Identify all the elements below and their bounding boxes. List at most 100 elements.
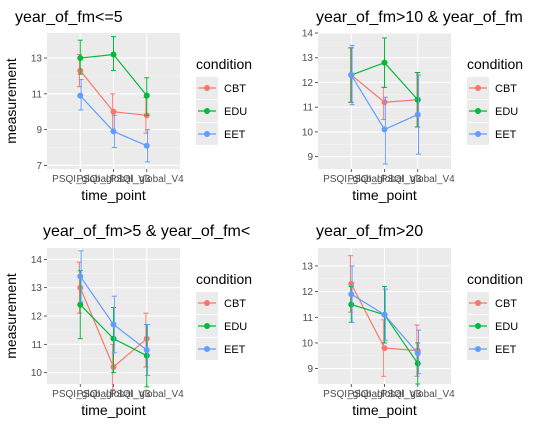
facet-panel-3: 10 11 12 13 14 PSQI_globalPSQI_global_V3PSQI_… (3, 223, 252, 418)
legend-key-point (204, 300, 210, 306)
x-tick-label: PSQI_global_V3 (77, 389, 151, 400)
x-tick-label: PSQI_global_V3 (348, 174, 422, 185)
series-eet (348, 265, 422, 375)
x-tick-label: PSQI_global_V4 (381, 389, 455, 400)
x-axis-label: time_point (352, 187, 417, 203)
legend-key-point (475, 131, 481, 137)
y-tick-label: 14 (31, 255, 43, 266)
data-point (381, 126, 388, 133)
x-axis-label: time_point (81, 187, 146, 203)
y-tick-label: 12 (302, 287, 314, 298)
facet-panel-4: 9 10 11 12 13 PSQI_globalPSQI_global_V3PSQI_g… (302, 223, 523, 418)
y-tick-label: 11 (303, 103, 314, 114)
legend-key-point (204, 85, 210, 91)
y-axis-label: measurement (3, 58, 19, 144)
legend-item-label: EET (224, 344, 246, 356)
data-point (143, 142, 150, 149)
legend-title: condition (467, 56, 523, 72)
data-point (381, 99, 388, 106)
y-tick-label: 10 (302, 127, 314, 138)
y-tick-label: 10 (302, 338, 314, 349)
legend-item-label: CBT (224, 83, 246, 95)
panel-title: year_of_fm<=5 (15, 9, 123, 26)
legend-key-point (475, 85, 481, 91)
legend-key-point (204, 323, 210, 329)
legend-key-point (475, 300, 481, 306)
facet-panel-2: 9 10 11 12 13 14 PSQI_globalPSQI_global_V3PSQI… (302, 9, 523, 203)
data-point (143, 92, 150, 99)
y-tick-label: 7 (36, 161, 42, 172)
x-tick-label: PSQI_global_V4 (381, 174, 455, 185)
y-tick-label: 11 (32, 340, 43, 351)
legend-item-label: CBT (224, 298, 246, 310)
data-point (381, 311, 388, 318)
legend: condition CBT EDU EET (196, 271, 252, 360)
legend-item-label: CBT (495, 83, 517, 95)
x-tick-label: PSQI_global (52, 389, 108, 400)
y-tick-label: 14 (302, 29, 314, 40)
data-point (110, 128, 117, 135)
data-point (77, 273, 84, 280)
data-point (414, 360, 421, 367)
legend-item-label: EDU (495, 106, 518, 118)
legend-title: condition (467, 271, 523, 287)
x-tick-label: PSQI_global_V4 (110, 389, 184, 400)
y-tick-label: 9 (307, 364, 313, 375)
x-tick-label: PSQI_global_V3 (348, 389, 422, 400)
legend-item-label: EDU (495, 321, 518, 333)
data-point (143, 347, 150, 353)
y-tick-label: 11 (303, 313, 314, 324)
legend-title: condition (196, 271, 252, 287)
facet-panel-1: 7 9 11 13 PSQI_globalPSQI_global_V3PSQI_glob… (3, 9, 252, 203)
x-tick-label: PSQI_global (323, 174, 379, 185)
data-point (381, 345, 388, 352)
x-tick-label: PSQI_global (323, 389, 379, 400)
y-tick-label: 12 (302, 78, 314, 89)
y-tick-label: 9 (307, 152, 313, 163)
y-tick-label: 13 (31, 54, 43, 65)
legend-key-point (204, 346, 210, 352)
x-tick-label: PSQI_global (52, 174, 108, 185)
y-tick-label: 13 (302, 261, 314, 272)
legend-title: condition (196, 56, 252, 72)
legend: condition CBT EDU EET (467, 271, 523, 360)
data-point (414, 350, 421, 357)
data-point (348, 301, 355, 308)
x-tick-label: PSQI_global_V3 (77, 174, 151, 185)
legend: condition CBT EDU EET (196, 56, 252, 145)
legend-item-label: EET (495, 344, 517, 356)
data-point (414, 96, 421, 103)
legend-key-point (475, 346, 481, 352)
legend-item-label: EDU (224, 106, 247, 118)
data-point (414, 111, 421, 118)
panel-title: year_of_fm>5 & year_of_fm< (43, 223, 250, 240)
x-axis-label: time_point (81, 402, 146, 418)
legend-key-point (475, 323, 481, 329)
legend-item-label: EET (495, 129, 517, 141)
y-axis-label: measurement (3, 273, 19, 359)
data-point (110, 335, 117, 342)
data-point (348, 72, 355, 79)
data-point (348, 291, 355, 298)
data-point (381, 59, 388, 66)
y-tick-label: 10 (31, 368, 43, 379)
legend-key-point (204, 108, 210, 114)
panel-title: year_of_fm>20 (316, 223, 423, 240)
series-eet (77, 79, 151, 163)
x-axis-label: time_point (352, 402, 417, 418)
legend-item-label: EET (224, 129, 246, 141)
data-point (77, 301, 84, 308)
legend-key-point (204, 131, 210, 137)
legend-item-label: CBT (495, 298, 517, 310)
data-point (77, 92, 84, 99)
legend-item-label: EDU (224, 321, 247, 333)
data-point (110, 108, 117, 115)
y-tick-label: 13 (31, 283, 43, 294)
series-eet (348, 44, 422, 165)
y-tick-label: 11 (32, 89, 43, 100)
series-eet (77, 250, 151, 376)
legend: condition CBT EDU EET (467, 56, 523, 145)
legend-key-point (475, 108, 481, 114)
series-edu (77, 270, 150, 388)
